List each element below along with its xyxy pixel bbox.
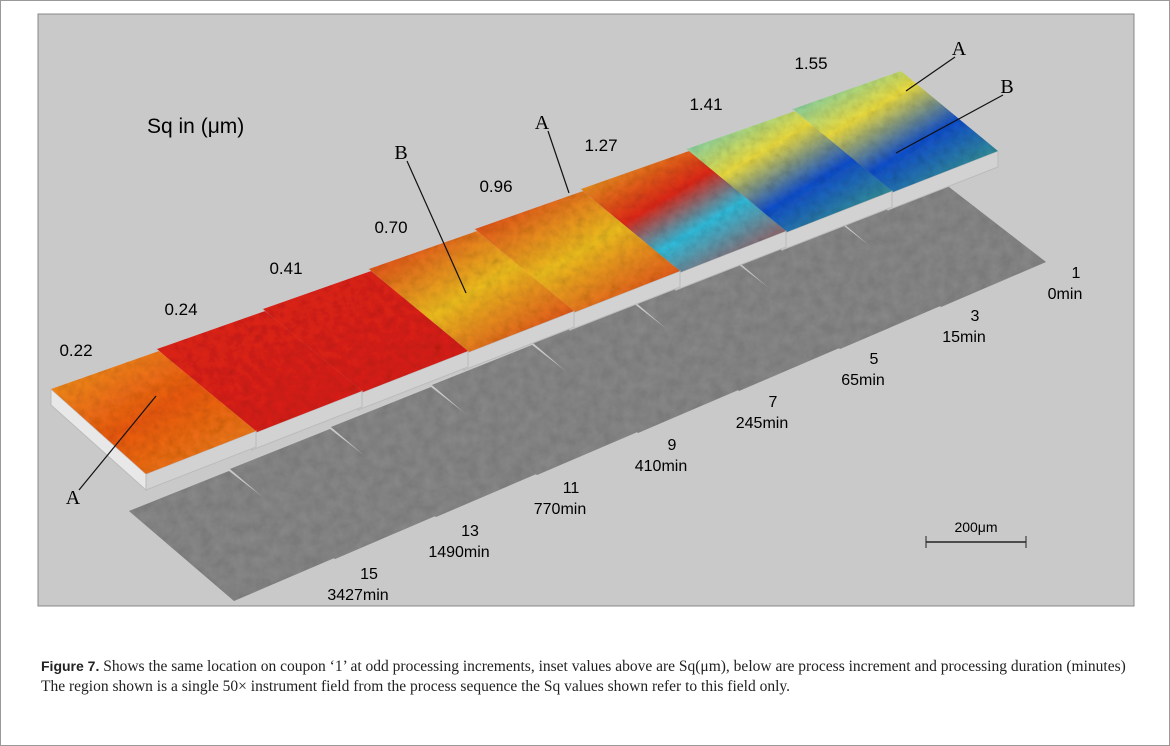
page: Sq in (μm) 1 0min 3 15min 5 65min 7 245min 9 410m… [0,0,1170,746]
annotation-letter: A [535,112,550,134]
sq-value: 1.55 [794,54,827,73]
annotation-letter: B [394,142,407,164]
sq-value: 0.70 [374,218,407,237]
increment-label: 7 [769,394,778,411]
duration-label: 245min [736,415,788,432]
increment-label: 13 [461,523,479,540]
sq-value: 1.41 [689,95,722,114]
increment-label: 11 [563,480,580,497]
sq-value: 0.22 [59,341,92,360]
duration-label: 3427min [327,587,388,604]
duration-label: 410min [635,458,687,475]
duration-label: 1490min [428,544,489,561]
duration-label: 770min [534,501,586,518]
scale-bar-label: 200μm [954,519,997,535]
sq-value: 0.96 [479,177,512,196]
increment-label: 15 [360,566,378,583]
caption-text: Shows the same location on coupon ‘1’ at… [41,658,1126,695]
duration-label: 0min [1048,286,1083,303]
increment-label: 1 [1072,265,1081,282]
increment-label: 3 [971,308,980,325]
sq-value: 1.27 [584,136,617,155]
annotation-letter: B [1000,76,1013,98]
caption: Figure 7. Shows the same location on cou… [41,656,1131,697]
annotation-letter: A [952,38,967,60]
increment-label: 5 [870,351,879,368]
annotation-letter: A [66,487,81,509]
figure: Sq in (μm) 1 0min 3 15min 5 65min 7 245min 9 410m… [1,1,1170,641]
caption-label: Figure 7. [41,658,99,674]
increment-label: 9 [668,437,677,454]
sq-label: Sq in (μm) [147,115,244,138]
duration-label: 15min [942,329,986,346]
duration-label: 65min [841,372,885,389]
sq-value: 0.24 [164,300,197,319]
sq-value: 0.41 [269,259,302,278]
